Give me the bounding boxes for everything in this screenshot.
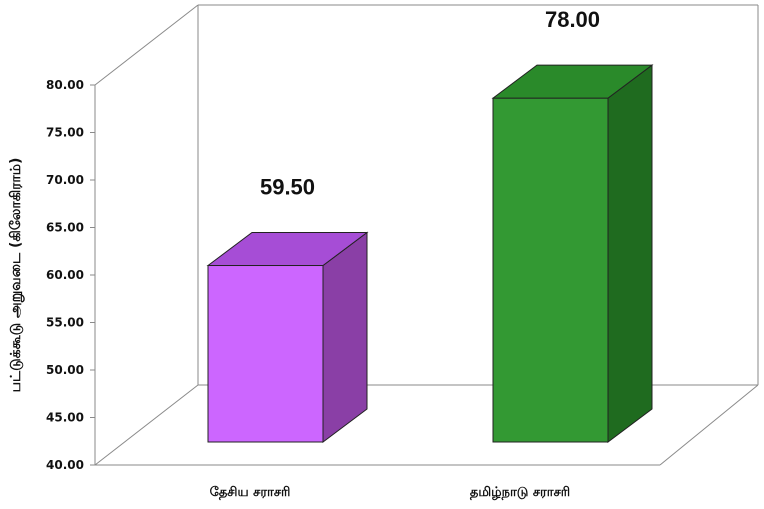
left-wall-top-edge <box>94 4 199 86</box>
data-labels: 59.50 78.00 <box>260 7 600 199</box>
y-tick-label: 40.00 <box>46 458 84 472</box>
y-axis-ticks: 40.00 45.00 50.00 55.00 60.00 65.00 70.00 75.00… <box>46 78 95 472</box>
chart-frame <box>94 4 759 466</box>
y-tick-label: 75.00 <box>46 126 84 140</box>
bar-side-face <box>607 64 653 443</box>
bar-top-face <box>206 232 369 267</box>
category-label-2: தமிழ்நாடு சராசரி <box>470 485 570 500</box>
y-tick-label: 65.00 <box>46 221 84 235</box>
y-tick-label: 60.00 <box>46 268 84 282</box>
bar-1 <box>206 231 369 443</box>
y-tick-label: 50.00 <box>46 363 84 377</box>
floor-left-edge <box>94 384 199 466</box>
y-axis-label: பட்டுக்கூடு அறுவடை (கிலோகிராம்) <box>8 158 24 393</box>
data-label-1: 59.50 <box>260 175 315 200</box>
floor-right-edge <box>659 384 759 466</box>
y-tick-label: 55.00 <box>46 316 84 330</box>
bar-side-face <box>322 231 368 443</box>
bar-front-face <box>492 97 609 443</box>
bar-2 <box>491 64 654 443</box>
y-tick-label: 80.00 <box>46 78 84 92</box>
y-tick-label: 45.00 <box>46 411 84 425</box>
y-tick-label: 70.00 <box>46 173 84 187</box>
data-label-2: 78.00 <box>545 7 600 32</box>
bar-front-face <box>207 265 324 443</box>
category-labels: தேசிய சராசரி தமிழ்நாடு சராசரி <box>210 485 571 500</box>
bars <box>206 64 654 443</box>
category-label-1: தேசிய சராசரி <box>210 485 291 500</box>
bar-top-face <box>491 64 654 99</box>
